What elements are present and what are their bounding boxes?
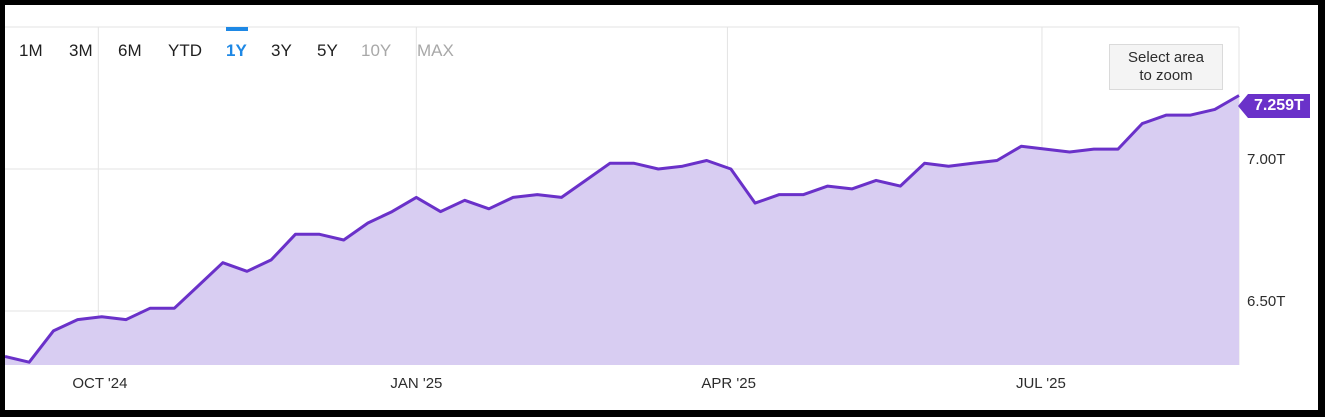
range-button-3y[interactable]: 3Y [271,41,292,60]
x-tick-label: JUL '25 [1015,375,1066,392]
y-tick-label: 7.00T [1247,151,1286,169]
y-tick-label: 6.50T [1247,293,1286,311]
active-range-indicator [226,27,248,31]
x-tick-label: JAN '25 [390,375,443,392]
zoom-hint-line2: to zoom [1139,67,1193,84]
range-button-5y[interactable]: 5Y [317,41,338,60]
chart-panel: 1M 3M 6M YTD 1Y 3Y 5Y 10Y MAX Select area to zoo… [5,5,1318,410]
range-button-1m[interactable]: 1M [19,41,43,60]
zoom-hint-line1: Select area [1128,49,1204,66]
last-value-badge: 7.259T [1238,94,1310,118]
x-tick-label: APR '25 [701,375,756,392]
range-button-1y[interactable]: 1Y [226,41,247,60]
range-button-ytd[interactable]: YTD [168,41,202,60]
range-button-3m[interactable]: 3M [69,41,93,60]
area-fill [5,95,1239,365]
range-button-10y: 10Y [361,41,392,60]
range-button-max: MAX [417,41,454,60]
chart-plot[interactable] [5,5,1318,410]
zoom-hint: Select area to zoom [1109,44,1223,90]
range-button-6m[interactable]: 6M [118,41,142,60]
x-tick-label: OCT '24 [72,375,128,392]
series-line [5,94,1240,364]
